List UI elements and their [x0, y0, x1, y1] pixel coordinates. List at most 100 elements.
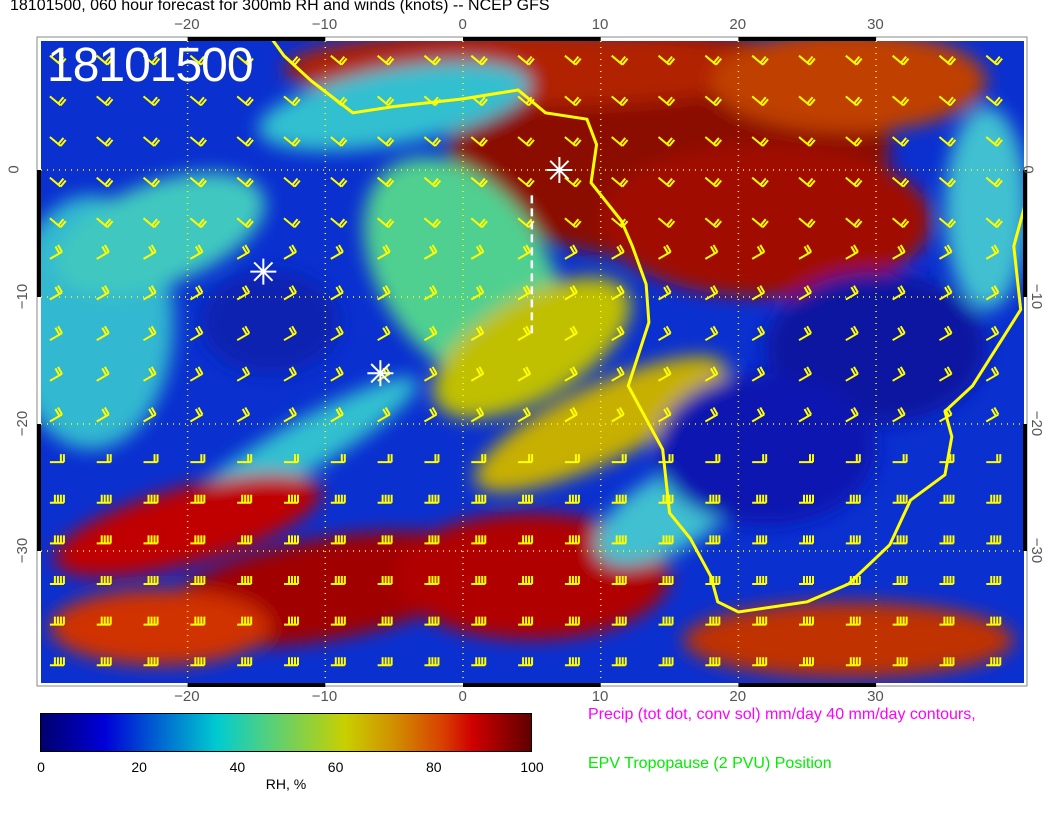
wind-barb: [752, 535, 768, 545]
colorbar-tick: 40: [229, 759, 246, 775]
wind-barb: [190, 657, 206, 667]
wind-barb: [49, 616, 65, 626]
wind-barb: [845, 616, 861, 626]
wind-barb: [892, 407, 906, 423]
wind-barb: [96, 454, 112, 464]
border-scale-bar: [738, 37, 877, 41]
wind-barb: [190, 535, 206, 545]
lon-tick-top: 0: [458, 16, 467, 33]
rh-region: [600, 144, 932, 297]
wind-barb: [704, 95, 722, 107]
border-scale-bar: [738, 683, 877, 687]
wind-barb: [470, 136, 488, 147]
wind-barb: [564, 576, 580, 586]
date-stamp: 18101500: [47, 39, 254, 92]
wind-barb: [986, 535, 1002, 545]
wind-barb: [423, 407, 438, 423]
wind-barb: [143, 454, 159, 464]
wind-barb: [377, 616, 393, 626]
wind-barb: [611, 176, 629, 188]
wind-barb: [423, 54, 442, 66]
wind-barb: [798, 244, 812, 260]
wind-barb: [657, 176, 676, 188]
wind-barb: [611, 454, 627, 464]
wind-barb: [704, 244, 719, 260]
wind-barb: [517, 366, 532, 382]
wind-barb: [845, 285, 859, 301]
rh-region: [433, 277, 631, 419]
wind-barb: [283, 217, 301, 229]
wind-barb: [236, 217, 254, 229]
wind-barb: [611, 244, 625, 260]
wind-barb: [283, 285, 297, 301]
wind-barb: [751, 54, 769, 66]
wind-barb: [704, 325, 719, 342]
wind-barb: [330, 616, 346, 626]
rh-region: [474, 356, 727, 492]
wind-barb: [657, 217, 676, 229]
wind-barb: [752, 657, 768, 667]
wind-barb: [377, 285, 391, 301]
wind-barb: [470, 285, 485, 301]
wind-barb: [564, 657, 580, 667]
wind-barb: [189, 285, 204, 301]
wind-barb: [49, 366, 63, 382]
wind-barb: [49, 325, 63, 342]
wind-barb: [751, 136, 769, 147]
wind-barb: [798, 366, 812, 382]
lon-tick-top: 20: [729, 16, 747, 33]
wind-barb: [611, 285, 625, 301]
wind-barb: [189, 366, 204, 382]
wind-barb: [564, 494, 580, 504]
wind-barb: [658, 535, 674, 545]
wind-barb: [798, 136, 816, 147]
wind-barb: [892, 535, 908, 545]
wind-barb: [283, 136, 301, 147]
wind-barb: [704, 54, 722, 66]
wind-barb: [237, 494, 253, 504]
wind-barb: [237, 576, 253, 586]
wind-barb: [751, 176, 769, 188]
wind-barb: [518, 535, 534, 545]
wind-barb: [845, 535, 861, 545]
wind-barb: [376, 136, 395, 147]
wind-barb: [96, 407, 110, 423]
wind-barb: [658, 366, 672, 382]
wind-barb: [705, 494, 721, 504]
wind-barb: [376, 95, 395, 107]
wind-barb: [611, 616, 627, 626]
coastline: [271, 41, 1024, 614]
lon-tick-bottom: 0: [458, 688, 467, 705]
wind-barb: [143, 494, 159, 504]
wind-barb: [189, 54, 207, 66]
wind-barb: [751, 325, 766, 342]
wind-barb: [330, 407, 344, 423]
wind-barb: [892, 616, 908, 626]
wind-barb: [283, 576, 299, 586]
wind-barb: [189, 325, 204, 342]
wind-barb: [49, 176, 67, 188]
wind-barb: [845, 657, 861, 667]
wind-barb: [892, 366, 906, 382]
wind-barb: [611, 366, 625, 382]
wind-barb: [96, 95, 114, 107]
wind-barb: [49, 576, 65, 586]
wind-barb: [751, 217, 769, 229]
wind-barb: [658, 244, 672, 260]
wind-barb: [423, 217, 442, 229]
wind-barb: [611, 95, 629, 107]
wind-barb: [517, 95, 535, 107]
lon-tick-top: −10: [311, 16, 338, 33]
wind-barb: [892, 454, 908, 464]
wind-barb: [49, 535, 65, 545]
wind-barb: [845, 494, 861, 504]
wind-barb: [939, 657, 955, 667]
rh-region: [55, 172, 266, 295]
wind-barb: [704, 285, 719, 301]
wind-barb: [330, 325, 344, 342]
wind-barb: [705, 576, 721, 586]
wind-barb: [986, 454, 1002, 464]
wind-barb: [471, 576, 487, 586]
wind-barb: [985, 285, 1000, 301]
colorbar-label: RH, %: [265, 776, 307, 792]
